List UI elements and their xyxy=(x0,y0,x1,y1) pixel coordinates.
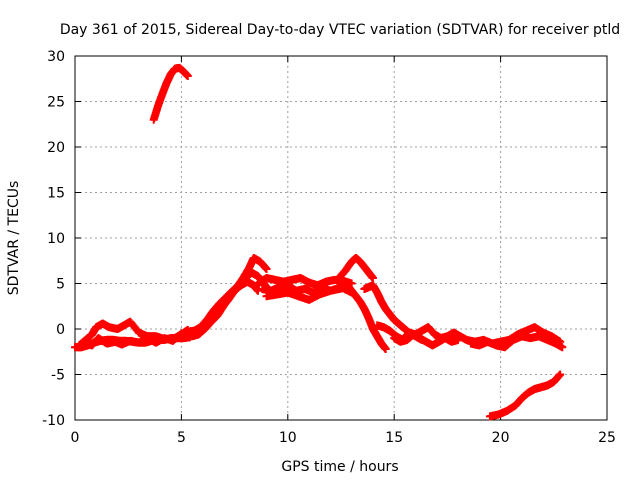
data-point xyxy=(556,370,565,379)
series-track-l xyxy=(343,281,390,354)
data-point xyxy=(381,345,390,354)
y-tick-label: 0 xyxy=(56,322,65,338)
data-point xyxy=(368,274,377,283)
data-point xyxy=(177,329,186,338)
y-tick-label: 10 xyxy=(47,231,65,247)
y-axis-label: SDTVAR / TECUs xyxy=(6,181,22,296)
data-point xyxy=(558,343,567,352)
data-point xyxy=(454,335,463,344)
x-tick-label: 10 xyxy=(279,430,297,446)
data-series xyxy=(71,63,567,421)
series-track-o xyxy=(390,330,463,350)
y-tick-labels: -10 -5 0 5 10 15 20 25 30 xyxy=(42,49,65,429)
data-point xyxy=(183,72,192,81)
data-point xyxy=(254,286,263,295)
x-tick-labels: 0 5 10 15 20 25 xyxy=(71,430,616,446)
series-track-d xyxy=(149,63,192,124)
tick-marks xyxy=(74,55,608,421)
y-tick-label: 5 xyxy=(56,277,65,293)
x-tick-label: 5 xyxy=(177,430,186,446)
y-tick-label: 30 xyxy=(47,49,65,65)
series-track-q xyxy=(466,332,567,352)
y-tick-label: 15 xyxy=(47,186,65,202)
y-tick-label: 20 xyxy=(47,140,65,156)
x-tick-label: 15 xyxy=(385,430,403,446)
series-track-r xyxy=(485,370,565,421)
x-tick-label: 20 xyxy=(492,430,510,446)
y-tick-label: -10 xyxy=(42,413,65,429)
series-track-c xyxy=(79,329,186,350)
x-tick-label: 25 xyxy=(598,430,616,446)
x-axis-label: GPS time / hours xyxy=(281,459,398,475)
x-tick-label: 0 xyxy=(71,430,80,446)
chart-title: Day 361 of 2015, Sidereal Day-to-day VTE… xyxy=(60,22,620,38)
series-track-k xyxy=(334,254,377,283)
y-tick-label: -5 xyxy=(51,368,65,384)
y-tick-label: 25 xyxy=(47,95,65,111)
data-point xyxy=(262,264,271,273)
